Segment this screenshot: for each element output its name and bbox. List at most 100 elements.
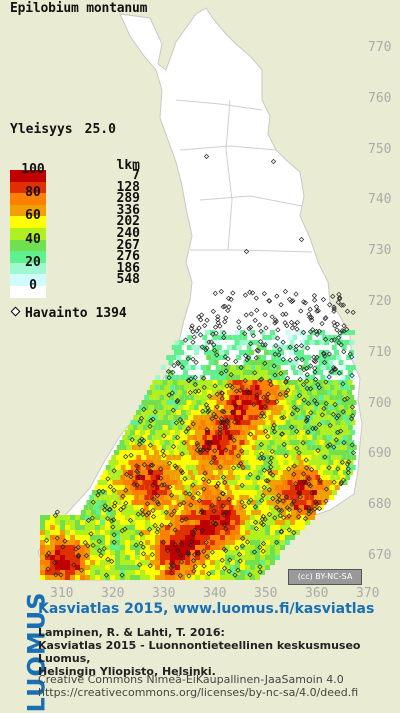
abundance-cell: [264, 340, 270, 345]
abundance-cell: [224, 495, 230, 500]
abundance-cell: [276, 445, 282, 450]
abundance-cell: [70, 555, 75, 560]
abundance-cell: [160, 560, 165, 565]
abundance-cell: [70, 575, 75, 580]
observation-marker: [246, 325, 252, 332]
y-axis-tick: 710: [368, 344, 392, 360]
abundance-cell: [181, 410, 186, 415]
observation-marker: [138, 415, 145, 421]
observation-marker: [227, 382, 233, 389]
abundance-cell: [210, 375, 216, 380]
abundance-cell: [250, 365, 256, 370]
license-line: Creative Commons Nimeä-EiKaupallinen-Jaa…: [38, 673, 344, 686]
abundance-cell: [173, 405, 179, 410]
abundance-cell: [165, 515, 170, 520]
abundance-cell: [254, 440, 260, 445]
observation-marker: [235, 453, 241, 459]
abundance-cell: [349, 350, 354, 355]
observation-marker: [159, 522, 165, 528]
legend-count: 548: [116, 272, 140, 288]
abundance-cell: [120, 570, 125, 575]
observation-marker: [179, 451, 185, 457]
observation-marker: [341, 349, 347, 355]
abundance-cell: [185, 550, 190, 555]
abundance-cell: [187, 380, 193, 385]
abundance-cell: [230, 530, 235, 535]
abundance-cell: [309, 340, 315, 345]
abundance-cell: [310, 430, 315, 435]
abundance-cell: [193, 470, 198, 475]
abundance-cell: [159, 450, 164, 455]
abundance-cell: [108, 460, 114, 465]
abundance-cell: [270, 330, 275, 335]
abundance-cell: [103, 470, 108, 475]
observation-marker: [303, 418, 309, 424]
observation-marker: [161, 433, 167, 439]
abundance-cell: [261, 345, 267, 350]
abundance-cell: [199, 395, 205, 400]
observation-marker: [54, 509, 61, 515]
abundance-cell: [185, 540, 190, 545]
abundance-cell: [280, 545, 285, 550]
abundance-cell: [315, 465, 321, 470]
abundance-cell: [236, 400, 242, 405]
abundance-cell: [112, 490, 117, 495]
observation-marker: [304, 385, 310, 392]
abundance-cell: [175, 540, 180, 545]
abundance-cell: [140, 560, 145, 565]
abundance-cell: [242, 490, 247, 495]
observation-marker: [127, 517, 134, 523]
abundance-cell: [324, 350, 329, 355]
abundance-cell: [161, 500, 167, 505]
license-badge[interactable]: (cc) BY-NC-SA: [288, 569, 362, 585]
abundance-cell: [50, 565, 55, 570]
license-url[interactable]: https://creativecommons.org/licenses/by-…: [38, 686, 359, 699]
abundance-cell: [222, 390, 227, 395]
abundance-cell: [297, 480, 303, 485]
abundance-cell: [302, 425, 308, 430]
abundance-cell: [194, 440, 200, 445]
abundance-cell: [174, 340, 180, 345]
abundance-cell: [149, 395, 155, 400]
abundance-cell: [55, 570, 60, 575]
abundance-cell: [85, 515, 90, 520]
abundance-cell: [80, 515, 85, 520]
abundance-cell: [307, 335, 313, 340]
observation-marker: [326, 374, 332, 380]
abundance-cell: [174, 395, 180, 400]
abundance-cell: [191, 345, 197, 350]
legend-tick-label: 60: [25, 208, 41, 224]
abundance-cell: [298, 415, 304, 420]
abundance-cell: [282, 425, 288, 430]
abundance-cell: [129, 485, 135, 490]
abundance-cell: [267, 390, 272, 395]
abundance-cell: [242, 425, 248, 430]
abundance-cell: [125, 545, 130, 550]
abundance-cell: [289, 385, 295, 390]
abundance-cell: [230, 555, 235, 560]
abundance-cell: [204, 350, 209, 355]
abundance-cell: [338, 360, 344, 365]
abundance-cell: [140, 515, 145, 520]
abundance-cell: [50, 530, 55, 535]
abundance-cell: [135, 420, 141, 425]
abundance-cell: [307, 380, 313, 385]
abundance-cell: [317, 390, 322, 395]
abundance-cell: [165, 465, 171, 470]
observation-marker: [123, 454, 129, 460]
abundance-cell: [156, 510, 161, 515]
abundance-cell: [244, 495, 250, 500]
abundance-cell: [348, 405, 354, 410]
abundance-cell: [171, 455, 177, 460]
observation-marker: [262, 342, 268, 348]
x-axis-tick: 330: [152, 586, 176, 601]
abundance-cell: [252, 390, 257, 395]
observation-marker: [319, 412, 325, 418]
abundance-cell: [273, 470, 278, 475]
atlas-title-link[interactable]: Kasviatlas 2015, www.luomus.fi/kasviatla…: [38, 601, 375, 617]
abundance-cell: [299, 395, 305, 400]
observation-marker: [214, 391, 220, 397]
abundance-cell: [218, 460, 224, 465]
abundance-cell: [196, 510, 201, 515]
abundance-cell: [183, 460, 189, 465]
